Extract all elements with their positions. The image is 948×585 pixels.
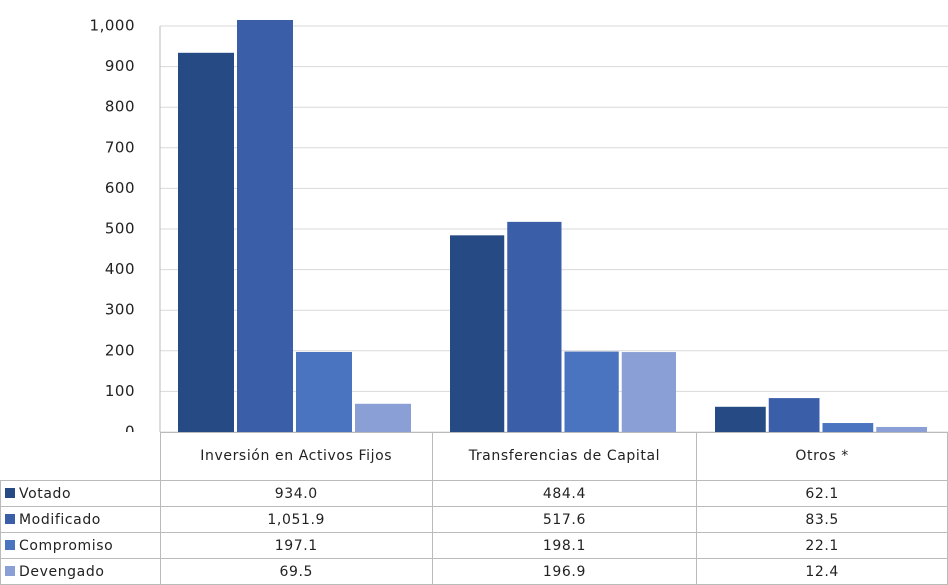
y-tick-label: 100 xyxy=(105,382,135,400)
bar xyxy=(564,351,619,432)
legend-swatch xyxy=(5,565,15,576)
bar xyxy=(621,352,676,432)
legend-swatch xyxy=(5,513,15,524)
value-cell: 83.5 xyxy=(696,506,948,533)
y-tick-label: 1,000 xyxy=(90,17,135,35)
bar xyxy=(507,221,562,432)
value-cell: 517.6 xyxy=(431,506,698,533)
bar xyxy=(715,406,766,432)
y-tick-label: 0 xyxy=(125,423,135,433)
value-cell: 197.1 xyxy=(159,532,433,559)
corner xyxy=(0,432,161,481)
legend-cell: Modificado xyxy=(0,506,161,533)
legend-swatch xyxy=(5,539,15,550)
y-tick-label: 900 xyxy=(105,57,135,75)
legend-label: Compromiso xyxy=(19,537,114,554)
bar xyxy=(237,20,293,432)
chart: 0 100 200 300 400 500 600 700 800 900 1,000 xyxy=(90,17,948,433)
legend-cell: Votado xyxy=(0,480,161,507)
y-tick-label: 700 xyxy=(105,138,135,156)
data-table: Inversión en Activos Fijos Transferencias… xyxy=(0,432,948,585)
category-label: Otros * xyxy=(696,432,948,481)
bar xyxy=(355,403,411,432)
y-tick-label: 500 xyxy=(105,220,135,238)
y-tick-label: 200 xyxy=(105,341,135,359)
bar xyxy=(876,426,927,432)
category-label: Inversión en Activos Fijos xyxy=(159,432,433,481)
bar xyxy=(822,423,874,432)
legend-label: Votado xyxy=(19,485,72,502)
bar xyxy=(178,52,234,432)
y-tick-label: 300 xyxy=(105,301,135,319)
y-tick-label: 400 xyxy=(105,260,135,278)
value-cell: 198.1 xyxy=(431,532,698,559)
header-row: Inversión en Activos Fijos Transferencias… xyxy=(0,432,948,481)
bar xyxy=(296,351,352,432)
value-cell: 934.0 xyxy=(159,480,433,507)
category-label: Transferencias de Capital xyxy=(431,432,698,481)
value-cell: 1,051.9 xyxy=(159,506,433,533)
bar xyxy=(768,398,820,432)
legend-label: Devengado xyxy=(19,563,105,580)
legend-cell: Compromiso xyxy=(0,532,161,559)
legend-swatch xyxy=(5,487,15,498)
bar xyxy=(450,235,505,432)
bars xyxy=(178,20,927,432)
legend-label: Modificado xyxy=(19,511,101,528)
series-row: Votado 934.0 484.4 62.1 xyxy=(0,480,948,507)
y-tick-label: 600 xyxy=(105,179,135,197)
value-cell: 484.4 xyxy=(431,480,698,507)
value-cell: 62.1 xyxy=(696,480,948,507)
series-row: Modificado 1,051.9 517.6 83.5 xyxy=(0,506,948,533)
y-tick-label: 800 xyxy=(105,98,135,116)
series-row: Compromiso 197.1 198.1 22.1 xyxy=(0,532,948,559)
value-cell: 22.1 xyxy=(696,532,948,559)
